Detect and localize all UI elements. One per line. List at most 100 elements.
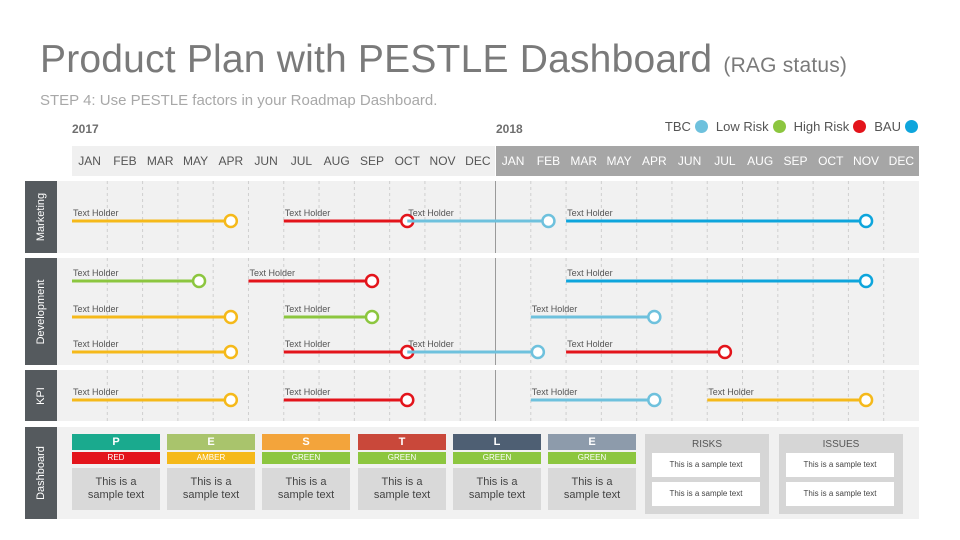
milestone-marker-icon: [223, 392, 239, 408]
pestle-text: This is a sample text: [167, 468, 255, 510]
legend-dot-icon: [905, 120, 918, 133]
title-suffix: (RAG status): [723, 54, 848, 77]
month-header-jun: JUN: [671, 146, 708, 176]
bar-label: Text Holder: [408, 208, 454, 218]
page-title: Product Plan with PESTLE Dashboard (RAG …: [40, 38, 847, 82]
milestone-marker-icon: [717, 344, 733, 360]
year-2017-label: 2017: [72, 122, 99, 136]
pestle-card-p: P RED This is a sample text: [72, 434, 160, 510]
bar-label: Text Holder: [408, 339, 454, 349]
risks-item: This is a sample text: [652, 482, 760, 506]
month-header-may: MAY: [177, 146, 214, 176]
pestle-letter: P: [72, 434, 160, 450]
milestone-marker-icon: [647, 309, 662, 325]
bar-label: Text Holder: [73, 387, 119, 397]
milestone-marker-icon: [364, 273, 380, 289]
year-2018-label: 2018: [496, 122, 523, 136]
milestone-marker-icon: [400, 392, 415, 408]
milestone-marker-icon: [858, 213, 874, 229]
month-header-nov: NOV: [424, 146, 461, 176]
pestle-text: This is a sample text: [358, 468, 446, 510]
pestle-card-t: T GREEN This is a sample text: [358, 434, 446, 510]
pestle-letter: L: [453, 434, 541, 450]
pestle-card-l: L GREEN This is a sample text: [453, 434, 541, 510]
legend-item-low-risk: Low Risk: [716, 119, 786, 134]
pestle-text: This is a sample text: [262, 468, 350, 510]
bar-label: Text Holder: [285, 387, 331, 397]
pestle-card-s: S GREEN This is a sample text: [262, 434, 350, 510]
pestle-status: GREEN: [548, 452, 636, 464]
issues-title: ISSUES: [822, 439, 860, 450]
pestle-status: GREEN: [453, 452, 541, 464]
bar-label: Text Holder: [73, 339, 119, 349]
bar-label: Text Holder: [567, 208, 613, 218]
pestle-status: GREEN: [358, 452, 446, 464]
legend-label-bau: BAU: [874, 119, 901, 134]
legend-item-bau: BAU: [874, 119, 918, 134]
legend-item-tbc: TBC: [665, 119, 708, 134]
bar-label: Text Holder: [532, 304, 578, 314]
month-header-mar: MAR: [142, 146, 178, 176]
bar-label: Text Holder: [567, 268, 613, 278]
pestle-status: RED: [72, 452, 160, 464]
bar-label: Text Holder: [73, 208, 119, 218]
issues-box: ISSUES This is a sample text This is a s…: [779, 434, 903, 514]
milestone-marker-icon: [647, 392, 662, 408]
month-header-oct: OCT: [813, 146, 849, 176]
month-header-jul: JUL: [707, 146, 743, 176]
month-header-apr: APR: [213, 146, 249, 176]
milestone-marker-icon: [858, 392, 874, 408]
milestone-marker-icon: [223, 213, 239, 229]
month-header-dec: DEC: [883, 146, 919, 176]
pestle-status: GREEN: [262, 452, 350, 464]
milestone-marker-icon: [541, 213, 556, 229]
milestone-marker-icon: [530, 344, 546, 360]
month-header-sep: SEP: [777, 146, 814, 176]
risks-item: This is a sample text: [652, 453, 760, 477]
bar-label: Text Holder: [73, 268, 119, 278]
month-header-sep: SEP: [354, 146, 390, 176]
milestone-marker-icon: [223, 344, 239, 360]
pestle-letter: T: [358, 434, 446, 450]
legend: TBC Low Risk High Risk BAU: [657, 119, 918, 134]
title-main: Product Plan with PESTLE Dashboard: [40, 38, 713, 81]
month-header-feb: FEB: [107, 146, 143, 176]
bar-label: Text Holder: [285, 339, 331, 349]
issues-item: This is a sample text: [786, 482, 894, 506]
month-header-aug: AUG: [319, 146, 355, 176]
bar-label: Text Holder: [285, 208, 331, 218]
legend-dot-icon: [772, 120, 786, 133]
row-bg-kpi: [57, 370, 919, 421]
bar-label: Text Holder: [73, 304, 119, 314]
bar-label: Text Holder: [249, 268, 295, 278]
milestone-marker-icon: [191, 273, 207, 289]
bar-label: Text Holder: [285, 304, 331, 314]
month-header-oct: OCT: [389, 146, 425, 176]
legend-dot-icon: [694, 120, 708, 133]
milestone-marker-icon: [223, 309, 239, 325]
row-label-kpi: KPI: [25, 370, 57, 421]
month-header-nov: NOV: [848, 146, 884, 176]
risks-box: RISKS This is a sample text This is a sa…: [645, 434, 769, 514]
legend-item-high-risk: High Risk: [794, 119, 867, 134]
month-header-dec: DEC: [460, 146, 496, 176]
pestle-letter: S: [262, 434, 350, 450]
issues-item: This is a sample text: [786, 453, 894, 477]
pestle-card-e2: E GREEN This is a sample text: [548, 434, 636, 510]
legend-dot-icon: [853, 120, 867, 133]
pestle-letter: E: [548, 434, 636, 450]
month-header-jul: JUL: [283, 146, 320, 176]
risks-title: RISKS: [691, 439, 722, 450]
month-header-feb: FEB: [530, 146, 567, 176]
legend-label-high-risk: High Risk: [793, 119, 850, 134]
legend-label-low-risk: Low Risk: [715, 119, 769, 134]
month-header-row: JAN FEB MAR MAY APR JUN JUL AUG SEP OCT NOV DEC JAN F…: [72, 146, 919, 176]
row-bg-marketing: [57, 181, 919, 253]
row-label-dashboard: Dashboard: [25, 427, 57, 519]
pestle-card-e: E AMBER This is a sample text: [167, 434, 255, 510]
pestle-text: This is a sample text: [453, 468, 541, 510]
month-header-jan: JAN: [72, 146, 108, 176]
pestle-status: AMBER: [167, 452, 255, 464]
pestle-text: This is a sample text: [72, 468, 160, 510]
